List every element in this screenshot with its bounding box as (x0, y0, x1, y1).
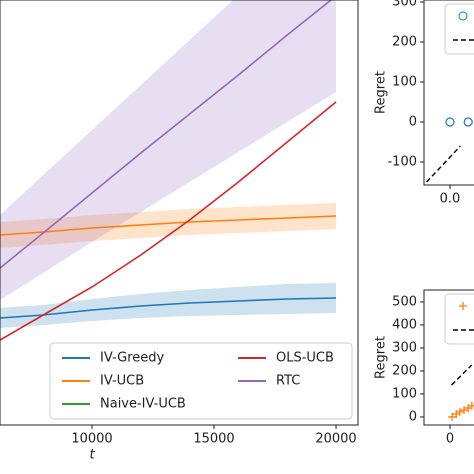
y-axis-label: Regret (374, 71, 389, 114)
y-tick-label: 0 (409, 409, 417, 424)
scatter-point (464, 403, 473, 412)
legend-box (444, 3, 474, 55)
legend-box (444, 293, 474, 345)
y-tick-label: 200 (392, 363, 417, 378)
series-line (0, 215, 337, 236)
legend-label: OLS-UCB (276, 351, 334, 366)
scatter-point (467, 401, 474, 410)
scatter-point (463, 117, 473, 127)
scatter-point (445, 117, 455, 127)
y-tick-label: 100 (392, 75, 417, 90)
y-tick-label: 400 (392, 317, 417, 332)
confidence-band (0, 0, 337, 300)
x-tick-label: 20000 (315, 432, 356, 447)
scatter-point (460, 406, 469, 415)
legend-box (49, 342, 353, 420)
axes-frame (423, 0, 474, 186)
axes-frame (0, 0, 359, 426)
x-tick-label: 10000 (71, 432, 112, 447)
y-tick-label: 500 (392, 294, 417, 309)
legend-label: RTC (276, 374, 300, 389)
legend-swatch (458, 11, 468, 21)
scatter-point (455, 407, 464, 416)
plot-area (448, 364, 474, 421)
legend-label: Naive-IV-UCB (100, 397, 186, 412)
x-tick-label: 15000 (193, 432, 234, 447)
scatter-point (448, 412, 457, 421)
confidence-band (0, 203, 337, 248)
y-tick-label: 100 (392, 386, 417, 401)
y-tick-label: 300 (392, 340, 417, 355)
plot-area (0, 0, 337, 341)
confidence-band (0, 283, 337, 328)
legend-label: IV-UCB (100, 374, 144, 389)
y-tick-label: -100 (387, 155, 417, 170)
series-line (0, 297, 337, 319)
series-line (0, 0, 333, 269)
legend-label: IV-Greedy (100, 351, 165, 366)
y-tick-label: 200 (392, 35, 417, 50)
plot-area (426, 117, 473, 183)
legend-swatch (459, 302, 467, 310)
y-axis-label: Regret (374, 336, 389, 379)
x-axis-label: t (89, 448, 95, 463)
reference-line (426, 145, 461, 183)
y-tick-label: 300 (392, 0, 417, 10)
y-tick-label: 0 (409, 115, 417, 130)
reference-line (451, 364, 473, 386)
series-line (0, 101, 337, 341)
x-tick-label: 0 (446, 432, 454, 447)
x-tick-label: 0.0 (440, 192, 461, 207)
axes-frame (423, 289, 474, 426)
